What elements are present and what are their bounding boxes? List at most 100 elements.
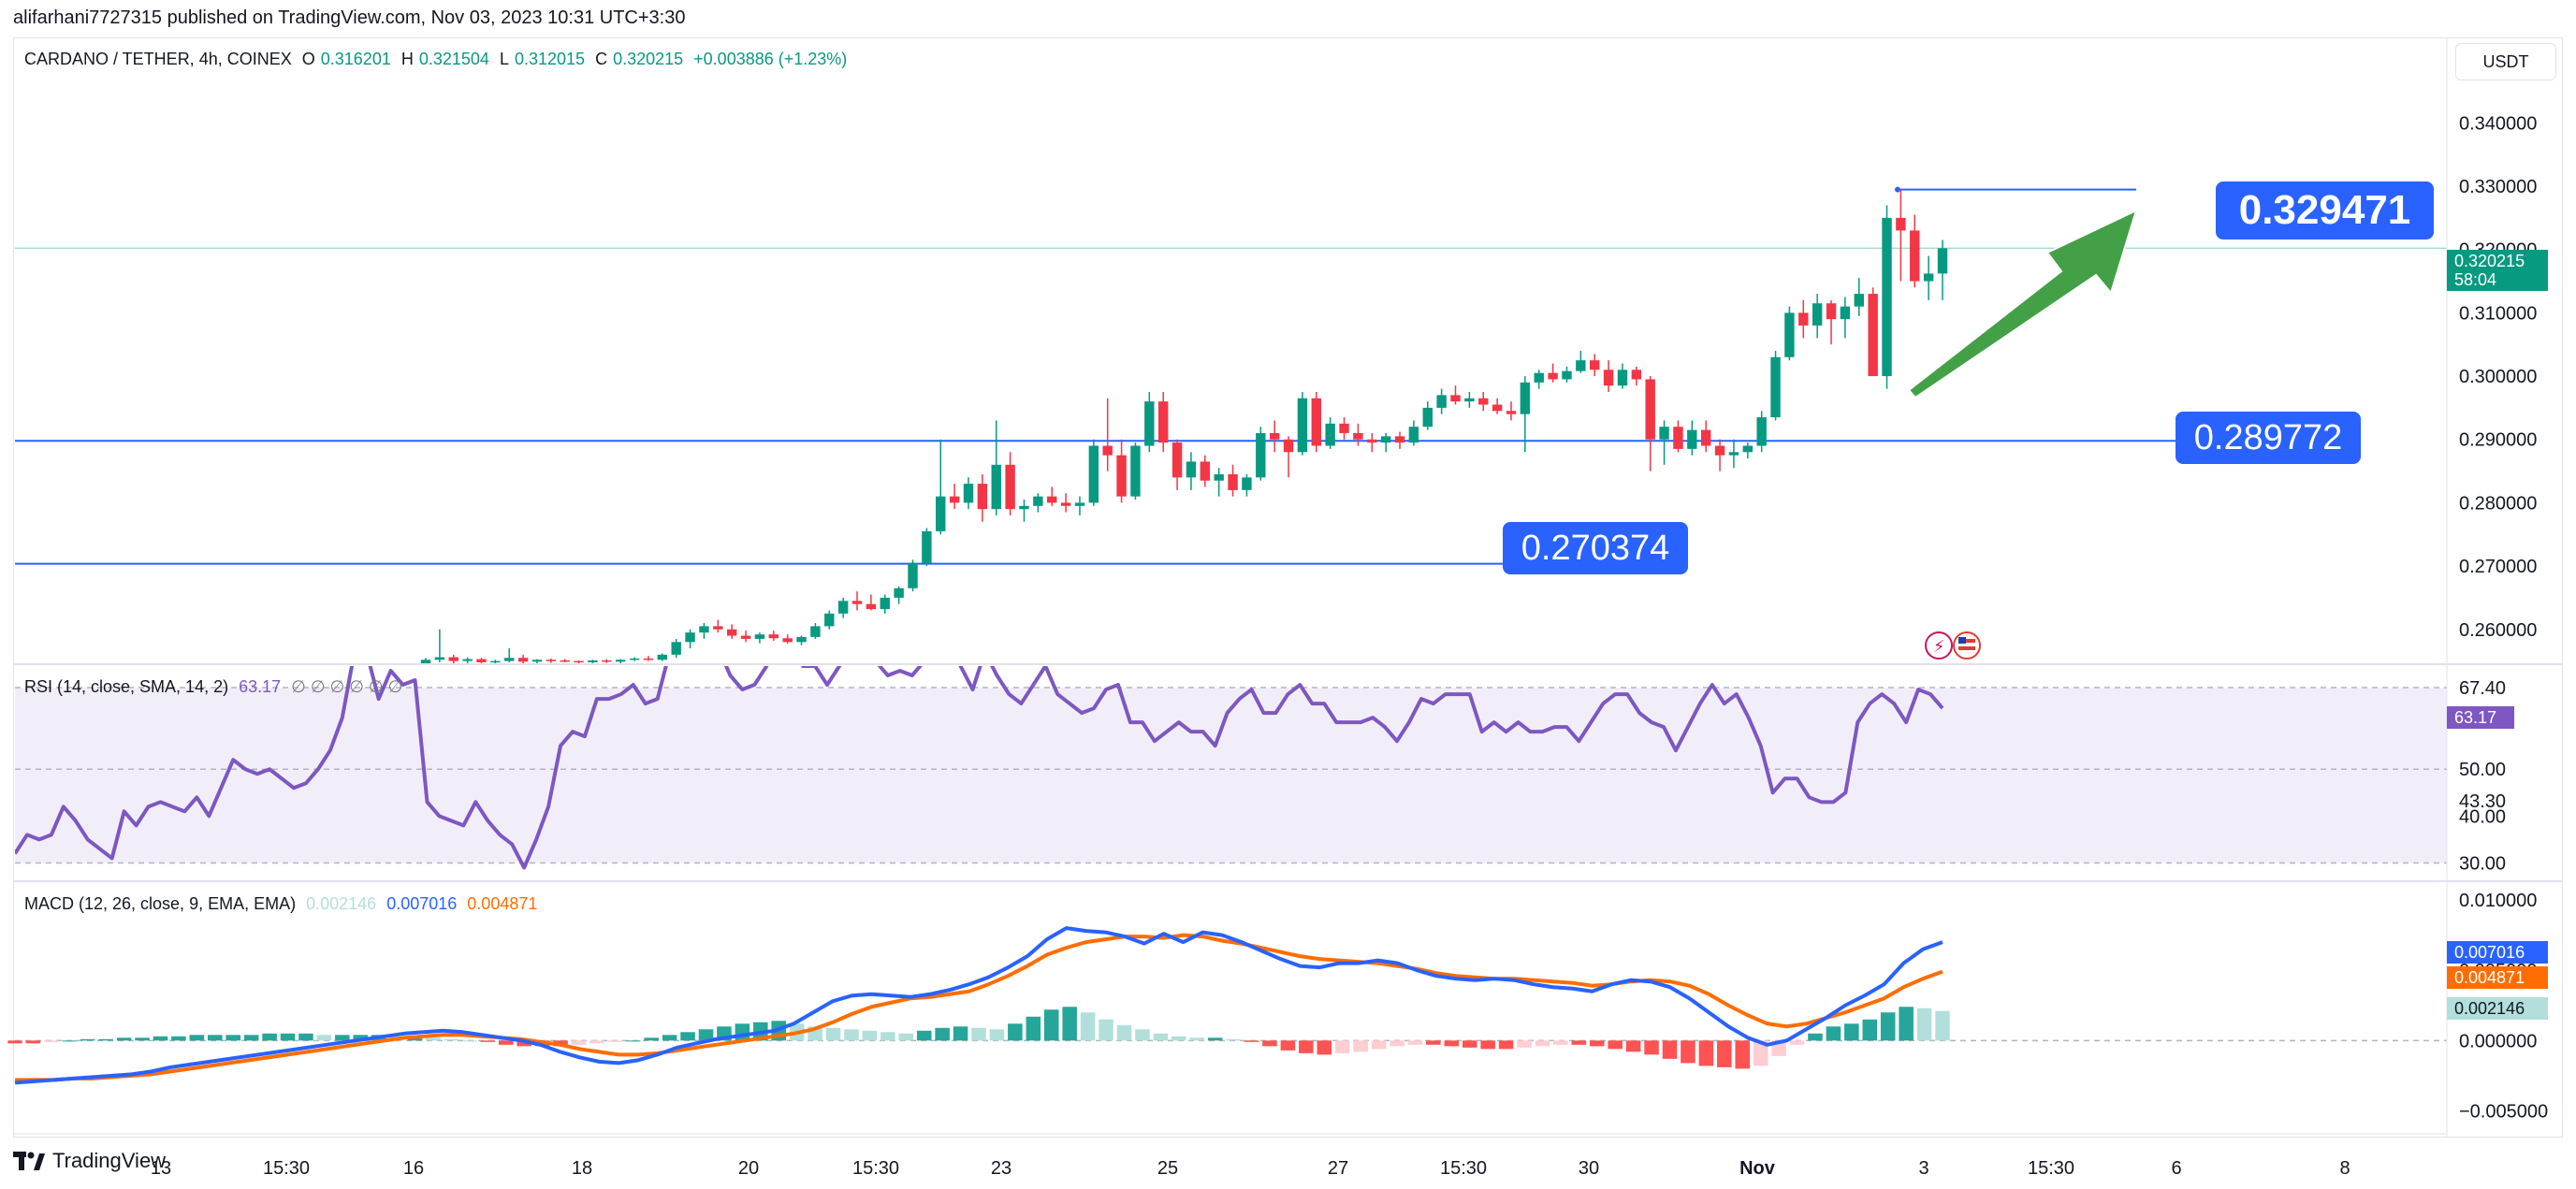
- time-axis-tick: 30: [1579, 1158, 1599, 1179]
- high-label: H: [400, 50, 414, 68]
- lightning-icon[interactable]: [1925, 631, 1953, 660]
- candle-body: [880, 597, 890, 610]
- axis-layer: 0.3500000.3400000.3300000.3200000.310000…: [151, 51, 2548, 1179]
- candle-body: [1408, 427, 1419, 443]
- indicator-icons[interactable]: ⚡: [1925, 631, 1981, 660]
- macd-histogram-bar: [935, 1027, 950, 1041]
- candle-body: [574, 660, 584, 663]
- rsi-legend-label[interactable]: RSI (14, close, SMA, 14, 2): [24, 677, 229, 696]
- candle-body: [1910, 230, 1920, 282]
- macd-histogram-bar: [1135, 1029, 1150, 1041]
- rsi-axis-tick: 43.30: [2459, 791, 2506, 812]
- level-callout-low[interactable]: 0.270374: [1503, 522, 1688, 574]
- candle-body: [1882, 217, 1892, 377]
- macd-histogram-bar: [953, 1026, 968, 1041]
- macd-histogram-bar: [971, 1027, 986, 1041]
- macd-histogram-bar: [1299, 1040, 1314, 1053]
- lightning-glyph: ⚡: [1933, 637, 1945, 657]
- candle-body: [602, 660, 612, 662]
- rsi-value-tag: 63.17: [2447, 706, 2514, 729]
- candle-body: [1645, 379, 1655, 440]
- macd-histogram-bar: [625, 1040, 641, 1042]
- candle-body: [1060, 502, 1071, 506]
- candle-body: [1798, 312, 1809, 326]
- candle-body: [1937, 248, 1948, 274]
- macd-histogram-bar: [1608, 1040, 1623, 1050]
- candle-body: [1019, 505, 1029, 510]
- level-callout-top[interactable]: 0.329471: [2216, 181, 2434, 239]
- level-callout-low-text: 0.270374: [1521, 528, 1670, 568]
- macd-histogram-bar: [171, 1036, 186, 1041]
- macd-histogram-bar: [135, 1037, 150, 1041]
- time-axis-tick: 18: [572, 1158, 592, 1179]
- currency-selector[interactable]: USDT: [2455, 43, 2556, 80]
- rsi-axis-tick: 67.40: [2459, 678, 2506, 699]
- rsi-legend-value: 63.17: [239, 677, 282, 696]
- macd-histogram-bar: [589, 1040, 604, 1044]
- candle-body: [1116, 455, 1127, 497]
- macd-histogram-bar: [335, 1035, 350, 1041]
- chart-frame[interactable]: [13, 37, 2563, 1138]
- open-label: O: [301, 50, 315, 68]
- time-axis-tick: 23: [991, 1158, 1011, 1179]
- macd-legend-label[interactable]: MACD (12, 26, close, 9, EMA, EMA): [24, 894, 297, 913]
- candle-body: [1506, 411, 1517, 414]
- flag-icon-stripe: [1958, 646, 1975, 650]
- candle-body: [1088, 445, 1099, 503]
- close-value: 0.320215: [613, 50, 684, 68]
- macd-histogram-bar: [1681, 1040, 1696, 1064]
- macd-histogram-bar: [1553, 1040, 1568, 1045]
- candle-body: [615, 660, 626, 662]
- macd-histogram-bar: [1935, 1010, 1950, 1041]
- main-legend: CARDANO / TETHER, 4h, COINEX O 0.316201 H…: [24, 50, 852, 69]
- macd-histogram-bar: [1080, 1012, 1096, 1041]
- macd-value-tag: 0.007016: [2447, 941, 2548, 964]
- signal-value-tag: 0.004871: [2447, 966, 2548, 989]
- level-callout-mid[interactable]: 0.289772: [2176, 412, 2361, 464]
- macd-histogram-bar: [1717, 1040, 1732, 1067]
- horizontal-levels[interactable]: [15, 186, 2447, 565]
- footer-brand[interactable]: TradingView: [52, 1149, 167, 1172]
- candle-body: [754, 634, 765, 639]
- macd-histogram-bar: [208, 1035, 223, 1041]
- macd-histogram-bar: [607, 1040, 623, 1042]
- candle-body: [1756, 417, 1767, 446]
- candle-body: [1659, 427, 1669, 440]
- macd-histogram-bar: [680, 1032, 695, 1041]
- candle-body: [1631, 370, 1642, 380]
- candle-body: [824, 613, 835, 627]
- flag-icon[interactable]: [1953, 631, 1981, 660]
- flag-icon-canton: [1958, 637, 1966, 644]
- low-value: 0.312015: [514, 50, 586, 68]
- price-axis-tick: 0.310000: [2459, 303, 2537, 324]
- last-price-value: 0.320215: [2454, 252, 2525, 270]
- candle-body: [1854, 294, 1864, 307]
- candle-body: [1380, 436, 1391, 443]
- candle-body: [977, 484, 988, 510]
- macd-histogram-bar: [1407, 1040, 1423, 1045]
- macd-histogram-bar: [1517, 1040, 1532, 1048]
- time-axis-tick: 16: [403, 1158, 424, 1179]
- candle-body: [504, 658, 515, 661]
- candle-body: [1520, 382, 1531, 414]
- macd-histogram-bar: [1116, 1024, 1132, 1041]
- time-axis-tick: Nov: [1739, 1158, 1776, 1179]
- level-callout-top-text: 0.329471: [2238, 187, 2411, 233]
- macd-histogram-bar: [1789, 1040, 1805, 1045]
- candle-body: [699, 626, 709, 633]
- candle-body: [866, 603, 877, 610]
- macd-histogram-bar: [262, 1033, 277, 1041]
- candle-body: [1186, 461, 1197, 478]
- macd-histogram-bar: [1262, 1040, 1277, 1047]
- candle-body: [1033, 496, 1043, 506]
- price-axis-tick: 0.330000: [2459, 177, 2537, 197]
- macd-histogram-bar: [1808, 1033, 1823, 1041]
- candle-body: [462, 659, 473, 661]
- low-label: L: [499, 50, 509, 68]
- target-arrow[interactable]: [1907, 209, 2138, 399]
- macd-histogram-bar: [1899, 1007, 1914, 1041]
- symbol-title[interactable]: CARDANO / TETHER, 4h, COINEX: [24, 50, 292, 68]
- macd-histogram-bar: [189, 1035, 205, 1041]
- candle-body: [685, 632, 695, 643]
